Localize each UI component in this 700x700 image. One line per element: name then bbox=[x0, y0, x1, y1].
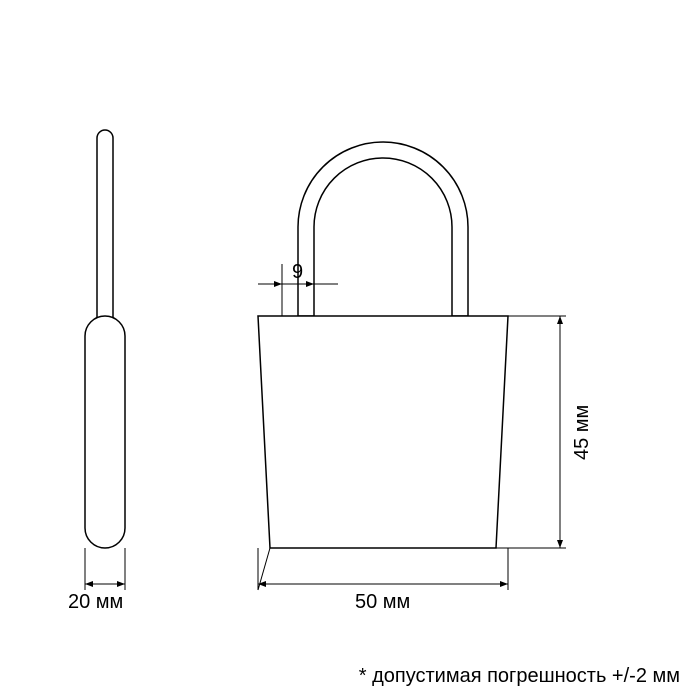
dim-body-height: 45 мм bbox=[571, 405, 593, 460]
side-shackle bbox=[97, 130, 113, 330]
front-shackle bbox=[298, 142, 468, 316]
footnote: * допустимая погрешность +/-2 мм bbox=[359, 665, 680, 687]
side-body bbox=[85, 316, 125, 548]
dim-front-width: 50 мм bbox=[355, 591, 410, 613]
front-body bbox=[258, 316, 508, 548]
dim-side-width: 20 мм bbox=[68, 591, 123, 613]
dim-shackle-thk: 9 bbox=[292, 261, 303, 283]
